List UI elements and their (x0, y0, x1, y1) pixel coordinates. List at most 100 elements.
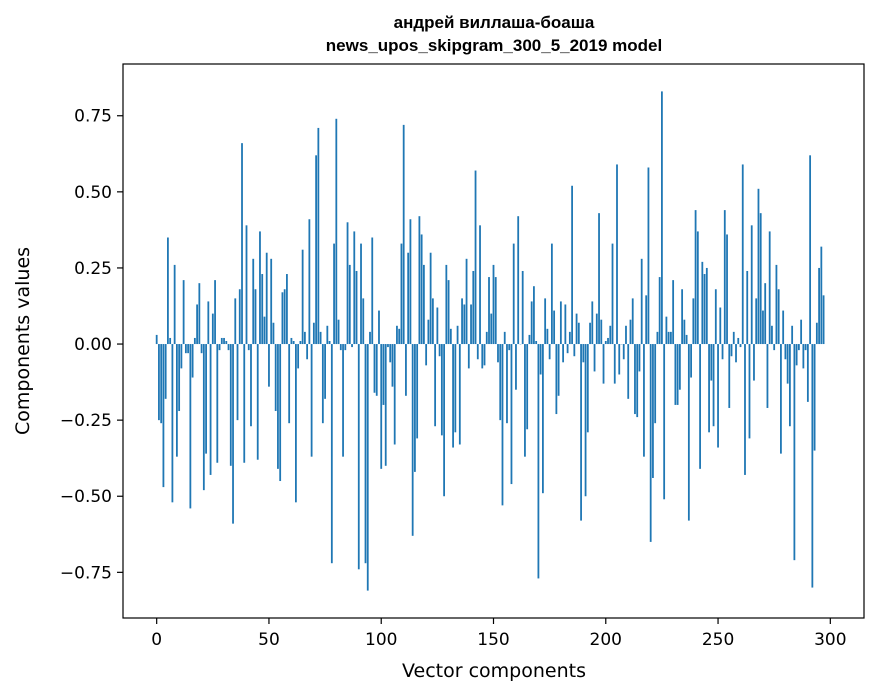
bar (692, 298, 695, 345)
bar (333, 243, 335, 345)
bar (562, 344, 565, 363)
bar (813, 344, 816, 451)
bar (804, 344, 807, 351)
bar (503, 331, 506, 345)
bar (214, 280, 216, 345)
bar (775, 264, 778, 345)
bar (629, 319, 632, 345)
bar (757, 188, 760, 345)
bar (252, 258, 255, 345)
bar (398, 328, 401, 345)
bar (348, 264, 351, 345)
x-tick-label: 50 (258, 630, 280, 650)
bar (292, 341, 295, 345)
bar (506, 344, 508, 424)
bar (488, 277, 490, 345)
bar (456, 325, 459, 345)
bar (274, 344, 277, 412)
bar (497, 344, 499, 363)
bar (647, 167, 650, 345)
bar (730, 344, 733, 357)
bar (784, 344, 787, 360)
bar (665, 316, 668, 345)
bar (815, 322, 818, 345)
bar (308, 219, 311, 345)
bar (449, 328, 452, 345)
bar (568, 331, 571, 345)
bar (310, 344, 313, 457)
bar (382, 344, 385, 405)
bar (279, 344, 282, 482)
bar (613, 344, 616, 384)
bar (263, 316, 266, 345)
bar (744, 344, 746, 475)
bar (609, 325, 612, 345)
bar (714, 289, 717, 345)
y-tick-label: −0.75 (60, 563, 112, 583)
bar (238, 289, 241, 345)
bar (180, 344, 183, 369)
bar (414, 344, 416, 472)
bar (458, 344, 461, 445)
bar (261, 274, 264, 345)
bar (508, 344, 511, 351)
bar (324, 344, 326, 399)
bar (564, 304, 567, 345)
bar (602, 344, 605, 384)
bar (566, 344, 569, 354)
bar (625, 325, 627, 345)
bar (618, 344, 621, 375)
bar (241, 143, 243, 345)
bar (364, 344, 367, 564)
bar (750, 225, 753, 345)
bar (288, 344, 291, 424)
bar-series (155, 91, 825, 591)
bar (187, 344, 190, 354)
bar (542, 344, 544, 494)
bar (535, 341, 538, 345)
bar (454, 344, 457, 433)
bar (555, 344, 558, 415)
bar (661, 91, 663, 345)
x-tick-label: 250 (702, 630, 734, 650)
bar (373, 344, 376, 393)
bar (158, 344, 160, 421)
bar (748, 344, 751, 439)
bar (604, 341, 607, 345)
y-tick-label: 0.50 (74, 183, 112, 203)
chart-title-line2: news_upos_skipgram_300_5_2019 model (326, 36, 662, 55)
bar (539, 344, 542, 375)
bar (438, 344, 441, 357)
bar (234, 298, 237, 345)
bar (773, 344, 776, 351)
bar (281, 292, 284, 345)
bar (611, 243, 614, 345)
bar (384, 344, 387, 466)
bar (809, 155, 812, 345)
bar (501, 344, 504, 506)
bar (721, 344, 724, 360)
bar (732, 331, 735, 345)
bar (764, 283, 767, 345)
x-tick-label: 200 (590, 630, 622, 650)
bar (351, 344, 353, 348)
bar (678, 344, 681, 390)
bar (797, 344, 800, 351)
bar (407, 252, 410, 345)
bar (645, 295, 648, 345)
bar (295, 344, 297, 503)
bar (378, 310, 380, 345)
bar (584, 344, 587, 497)
bar (575, 313, 578, 345)
bar (818, 267, 820, 345)
bar (683, 319, 686, 345)
bar (485, 331, 488, 345)
bar (339, 344, 342, 351)
bar (380, 344, 383, 469)
bar (515, 344, 517, 390)
bar (306, 344, 309, 360)
bar (470, 304, 472, 345)
bar (762, 310, 764, 345)
bar (461, 298, 463, 345)
bar (658, 277, 661, 345)
